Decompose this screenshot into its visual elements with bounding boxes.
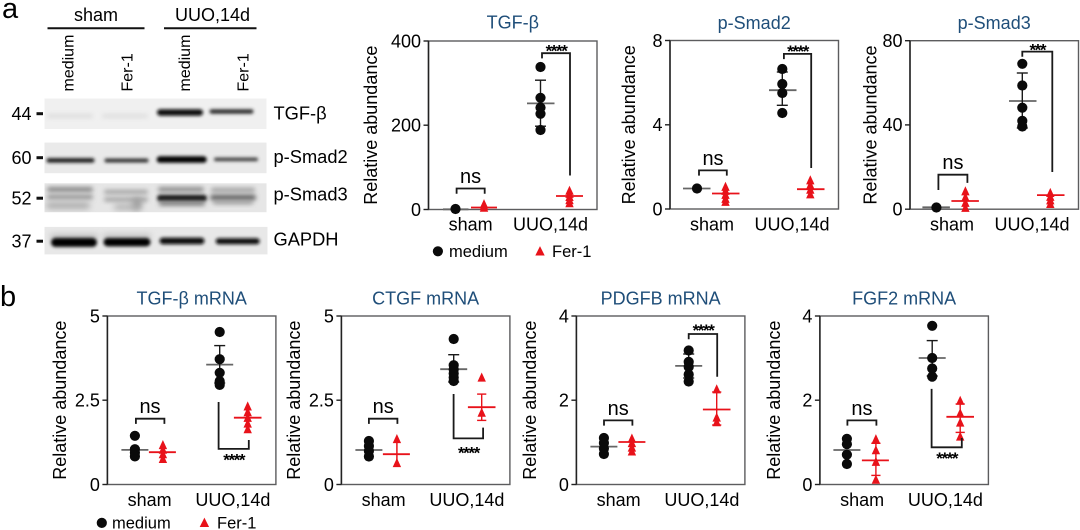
svg-text:p-Smad3: p-Smad3	[958, 13, 1031, 33]
svg-text:medium: medium	[61, 35, 78, 92]
svg-text:60: 60	[11, 148, 31, 168]
svg-text:sham: sham	[840, 490, 884, 510]
svg-text:****: ****	[546, 42, 569, 61]
svg-text:b: b	[0, 281, 16, 313]
svg-text:Fer-1: Fer-1	[552, 243, 591, 261]
svg-text:Fer-1: Fer-1	[217, 514, 256, 530]
svg-text:****: ****	[693, 321, 716, 340]
svg-text:Fer-1: Fer-1	[236, 53, 253, 91]
svg-text:2: 2	[559, 391, 569, 411]
svg-text:medium: medium	[449, 243, 508, 261]
svg-text:UUO,14d: UUO,14d	[429, 490, 504, 510]
svg-text:medium: medium	[177, 35, 194, 92]
svg-text:UUO,14d: UUO,14d	[754, 215, 829, 235]
svg-text:ns: ns	[608, 398, 629, 420]
svg-text:40: 40	[882, 115, 902, 135]
svg-text:sham: sham	[74, 5, 118, 25]
svg-text:****: ****	[787, 42, 810, 61]
svg-text:UUO,14d: UUO,14d	[195, 490, 270, 510]
svg-text:44: 44	[11, 104, 31, 124]
svg-text:4: 4	[559, 306, 569, 326]
svg-text:ns: ns	[702, 148, 723, 170]
svg-text:Relative abundance: Relative abundance	[50, 321, 70, 480]
svg-text:CTGF mRNA: CTGF mRNA	[372, 289, 479, 309]
svg-text:medium: medium	[112, 514, 171, 530]
svg-text:GAPDH: GAPDH	[274, 228, 339, 249]
svg-text:0: 0	[892, 200, 902, 220]
svg-text:****: ****	[223, 451, 246, 470]
svg-text:UUO,14d: UUO,14d	[175, 5, 250, 25]
svg-text:2: 2	[802, 391, 812, 411]
svg-text:200: 200	[391, 116, 421, 136]
svg-text:Fer-1: Fer-1	[120, 53, 137, 91]
svg-text:400: 400	[391, 31, 421, 51]
svg-text:4: 4	[802, 306, 812, 326]
svg-text:0: 0	[411, 200, 421, 220]
svg-text:TGF-β: TGF-β	[487, 13, 539, 33]
svg-text:ns: ns	[851, 398, 872, 420]
svg-text:Relative abundance: Relative abundance	[284, 321, 304, 480]
svg-text:2.5: 2.5	[309, 391, 334, 411]
svg-text:Relative abundance: Relative abundance	[861, 45, 881, 204]
svg-text:5: 5	[324, 306, 334, 326]
svg-text:37: 37	[11, 232, 31, 252]
svg-text:a: a	[2, 0, 19, 25]
svg-text:0: 0	[559, 475, 569, 495]
svg-text:TGF-β: TGF-β	[274, 102, 327, 123]
svg-text:sham: sham	[449, 215, 493, 235]
svg-text:Relative abundance: Relative abundance	[361, 46, 381, 205]
svg-text:sham: sham	[597, 490, 641, 510]
svg-text:****: ****	[936, 449, 959, 468]
svg-text:sham: sham	[690, 215, 734, 235]
svg-text:PDGFB mRNA: PDGFB mRNA	[601, 289, 721, 309]
svg-text:0: 0	[802, 475, 812, 495]
svg-text:****: ****	[458, 444, 481, 463]
svg-text:sham: sham	[930, 215, 974, 235]
svg-text:***: ***	[1029, 41, 1046, 60]
svg-text:ns: ns	[139, 396, 160, 418]
svg-text:Relative abundance: Relative abundance	[619, 45, 639, 204]
svg-text:80: 80	[882, 31, 902, 51]
svg-text:0: 0	[652, 199, 662, 219]
svg-text:UUO,14d: UUO,14d	[908, 490, 983, 510]
svg-text:0: 0	[90, 475, 100, 495]
svg-text:ns: ns	[460, 166, 481, 188]
svg-text:p-Smad2: p-Smad2	[274, 146, 348, 167]
svg-text:Relative abundance: Relative abundance	[520, 321, 540, 480]
svg-text:UUO,14d: UUO,14d	[664, 490, 739, 510]
svg-text:8: 8	[652, 31, 662, 51]
svg-text:UUO,14d: UUO,14d	[513, 215, 588, 235]
svg-text:Relative abundance: Relative abundance	[764, 321, 784, 480]
svg-text:FGF2 mRNA: FGF2 mRNA	[852, 289, 956, 309]
svg-text:p-Smad3: p-Smad3	[274, 184, 348, 205]
svg-text:52: 52	[11, 189, 31, 209]
svg-text:sham: sham	[128, 490, 172, 510]
svg-text:0: 0	[324, 475, 334, 495]
svg-text:ns: ns	[373, 396, 394, 418]
svg-text:4: 4	[652, 115, 662, 135]
svg-text:p-Smad2: p-Smad2	[718, 13, 791, 33]
svg-text:UUO,14d: UUO,14d	[994, 215, 1069, 235]
svg-text:5: 5	[90, 306, 100, 326]
svg-text:2.5: 2.5	[75, 391, 100, 411]
svg-text:sham: sham	[362, 490, 406, 510]
svg-text:TGF-β mRNA: TGF-β mRNA	[137, 289, 247, 309]
svg-text:ns: ns	[942, 152, 963, 174]
